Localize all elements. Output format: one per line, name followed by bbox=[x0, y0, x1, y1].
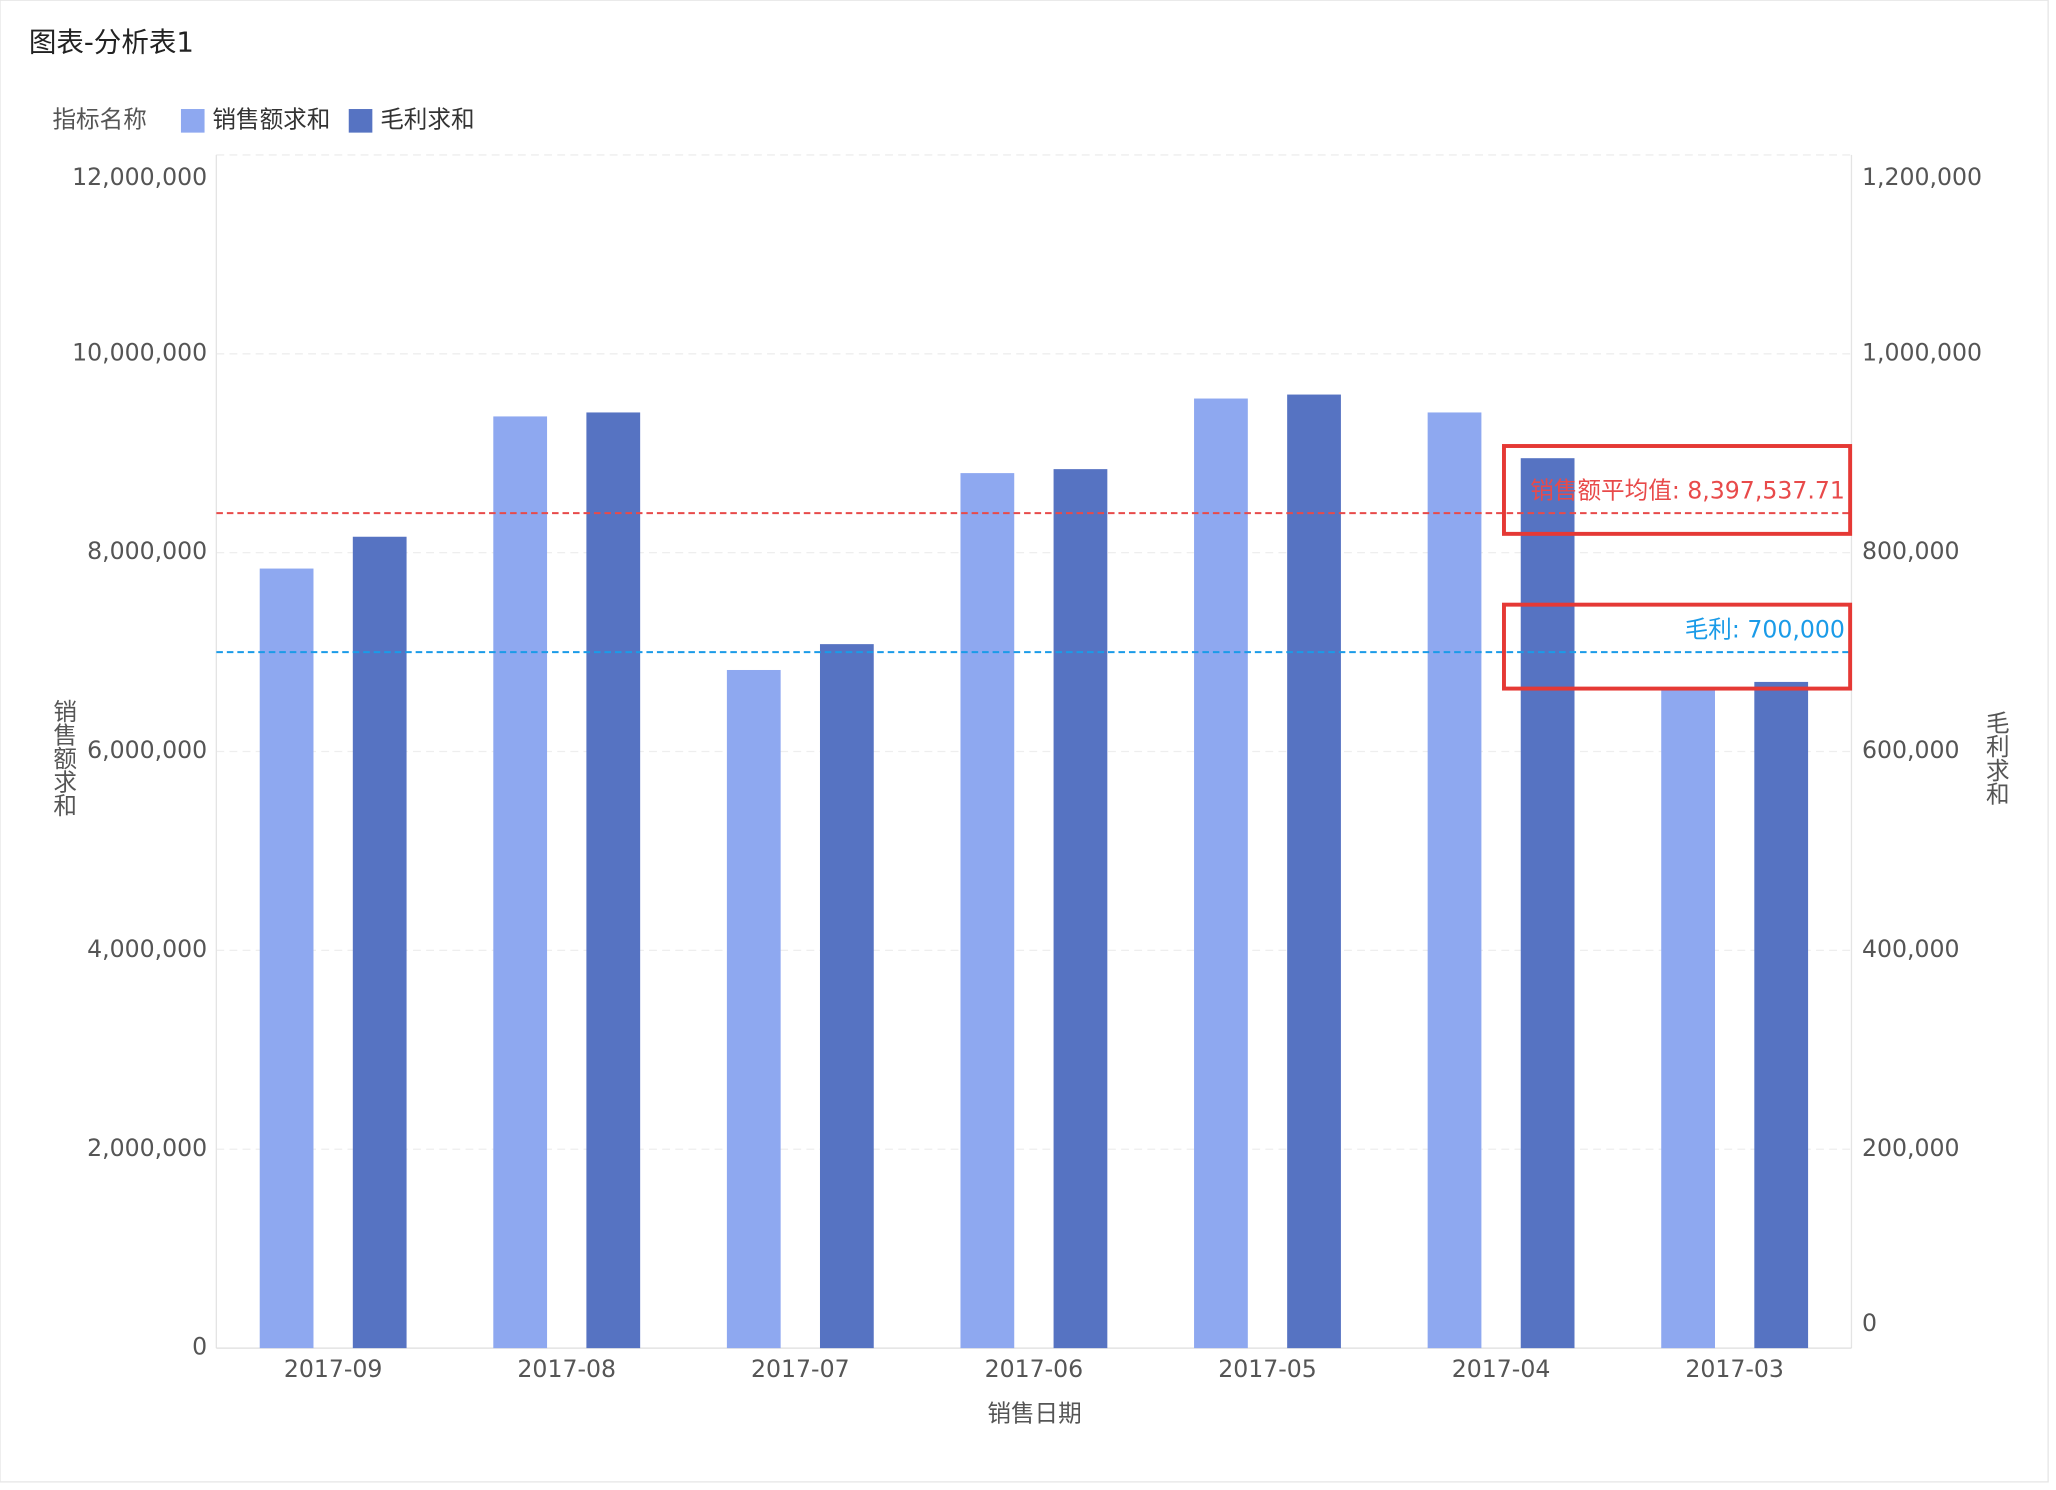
y-tick-label: 10,000,000 bbox=[72, 338, 207, 366]
y2-tick-label: 0 bbox=[1862, 1309, 1877, 1337]
y-tick-label: 0 bbox=[192, 1333, 207, 1361]
x-tick-label: 2017-06 bbox=[985, 1355, 1084, 1383]
legend-title: 指标名称 bbox=[52, 105, 146, 133]
x-tick-label: 2017-05 bbox=[1218, 1355, 1317, 1383]
bar bbox=[960, 473, 1015, 1349]
y2-tick-label: 1,000,000 bbox=[1862, 338, 1982, 366]
reference-label: 销售额平均值: 8,397,537.71 bbox=[1530, 477, 1845, 505]
bar bbox=[493, 416, 548, 1349]
y-tick-label: 6,000,000 bbox=[87, 736, 207, 764]
x-tick-label: 2017-08 bbox=[517, 1355, 616, 1383]
x-tick-label: 2017-04 bbox=[1452, 1355, 1551, 1383]
y2-tick-label: 800,000 bbox=[1862, 537, 1960, 565]
bar bbox=[1287, 394, 1341, 1349]
y-axis-title: 销售额求和 bbox=[49, 699, 77, 817]
y-tick-label: 2,000,000 bbox=[87, 1134, 207, 1162]
legend-label: 毛利求和 bbox=[380, 105, 474, 133]
y-tick-label: 8,000,000 bbox=[87, 537, 207, 565]
bar bbox=[1754, 681, 1809, 1349]
bar bbox=[819, 644, 874, 1349]
bar bbox=[586, 412, 641, 1349]
y2-tick-label: 600,000 bbox=[1862, 736, 1960, 764]
x-axis-title: 销售日期 bbox=[987, 1400, 1081, 1428]
reference-label: 毛利: 700,000 bbox=[1685, 616, 1845, 644]
y2-tick-label: 400,000 bbox=[1862, 935, 1960, 963]
bar bbox=[259, 568, 314, 1349]
chart-title: 图表-分析表1 bbox=[29, 26, 194, 58]
y-tick-label: 12,000,000 bbox=[72, 163, 207, 191]
y2-tick-label: 200,000 bbox=[1862, 1134, 1960, 1162]
y-tick-label: 4,000,000 bbox=[87, 935, 207, 963]
highlight-box bbox=[1502, 444, 1853, 536]
bar bbox=[352, 536, 407, 1349]
x-tick-label: 2017-03 bbox=[1685, 1355, 1784, 1383]
bar bbox=[1053, 469, 1108, 1349]
x-tick-label: 2017-09 bbox=[284, 1355, 383, 1383]
bar bbox=[1520, 458, 1575, 1349]
bar bbox=[726, 669, 781, 1349]
y2-tick-label: 1,200,000 bbox=[1862, 163, 1982, 191]
legend-swatch bbox=[348, 109, 373, 133]
bar bbox=[1427, 412, 1482, 1349]
y2-axis-title: 毛利求和 bbox=[1982, 711, 2010, 806]
bar bbox=[1194, 398, 1248, 1349]
legend-swatch bbox=[180, 109, 205, 133]
bar bbox=[1661, 689, 1715, 1349]
legend-label: 销售额求和 bbox=[212, 105, 330, 133]
highlight-box bbox=[1502, 602, 1853, 691]
x-tick-label: 2017-07 bbox=[751, 1355, 850, 1383]
